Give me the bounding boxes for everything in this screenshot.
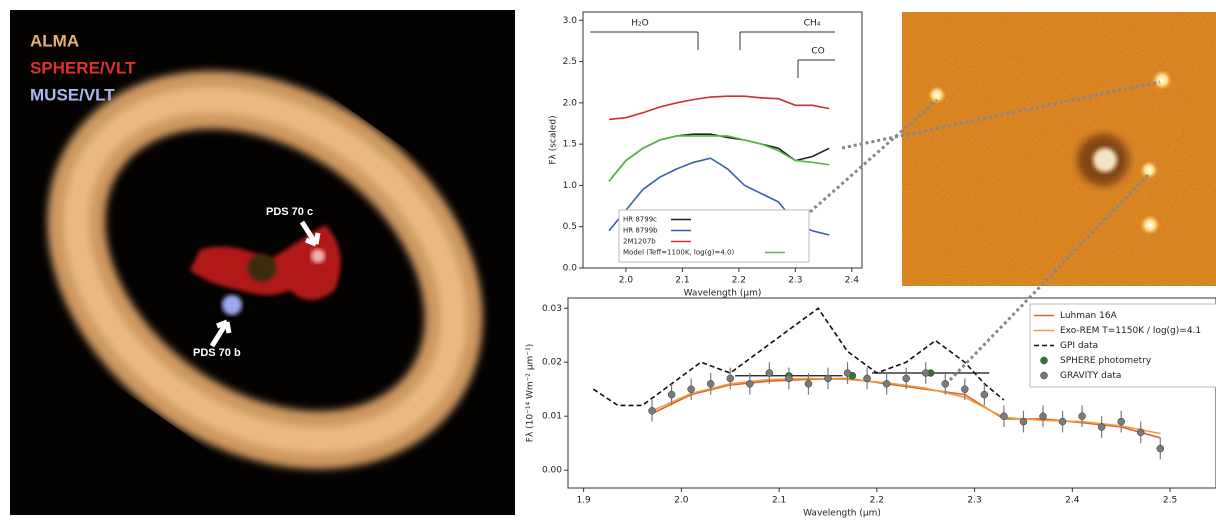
chart: 0.0 0.5 1.0 1.5 2.0 2.5 3.0 2.0 2.1 2.2 2.3 2.4 Wave… <box>549 11 863 299</box>
data-point <box>961 385 969 393</box>
data-point <box>882 380 891 388</box>
plot-area <box>567 297 1216 489</box>
x-axis-label: Wavelength (µm) <box>684 289 762 299</box>
instrument-label: SPHERE/VLT <box>30 58 136 77</box>
data-point <box>804 380 813 388</box>
x-tick-label: 2.3 <box>967 496 981 506</box>
data-point <box>1019 417 1028 426</box>
legend-label: SPHERE photometry <box>1060 356 1152 366</box>
y-tick-label: 0.0 <box>563 264 578 274</box>
y-tick-label: 1.5 <box>563 140 577 150</box>
data-point <box>1117 417 1125 426</box>
data-point <box>1136 428 1145 437</box>
y-tick-label: 2.5 <box>563 57 577 67</box>
data-point <box>687 385 695 393</box>
band-bracket <box>739 31 835 50</box>
data-point <box>824 374 832 383</box>
y-tick-label: 0.01 <box>542 412 562 422</box>
data-point <box>902 374 910 383</box>
y-tick-label: 0.02 <box>542 358 562 368</box>
legend-box <box>618 209 810 263</box>
x-axis-label: Wavelength (µm) <box>803 509 881 519</box>
planet-label: PDS 70 c <box>266 206 313 218</box>
legend-label: HR 8799b <box>623 227 658 235</box>
legend-swatch <box>1040 356 1048 365</box>
data-point <box>1000 412 1008 420</box>
legend-label: HR 8799c <box>623 216 657 224</box>
y-tick-label: 3.0 <box>563 16 578 26</box>
band-label: CH₄ <box>804 19 821 29</box>
legend-box <box>1029 303 1216 388</box>
x-tick-label: 2.4 <box>1065 496 1080 506</box>
legend-swatch <box>1040 371 1048 380</box>
y-tick-label: 0.03 <box>542 304 562 314</box>
data-point <box>843 369 852 377</box>
x-tick-label: 2.1 <box>772 496 786 506</box>
data-point <box>667 390 676 399</box>
direct-image <box>902 12 1216 286</box>
x-tick-label: 2.2 <box>732 276 746 286</box>
series-line <box>608 95 830 121</box>
band-label: CO <box>811 47 824 57</box>
data-point <box>726 374 734 383</box>
data-point <box>980 390 989 399</box>
data-point <box>1039 412 1047 420</box>
y-tick-label: 2.0 <box>563 98 578 108</box>
x-tick-label: 2.0 <box>674 496 689 506</box>
x-tick-label: 2.3 <box>788 276 802 286</box>
legend-label: GPI data <box>1060 341 1098 351</box>
series-line <box>608 135 830 182</box>
data-point <box>746 380 754 388</box>
y-tick-label: 0.5 <box>563 222 577 232</box>
band-label: H₂O <box>631 19 648 29</box>
x-tick-label: 2.4 <box>845 276 860 286</box>
data-point <box>785 374 793 383</box>
chart: 0.00 0.01 0.02 0.03 1.9 2.0 2.1 2.2 2.3 2.4 2.5 Wav… <box>526 297 1216 519</box>
band-bracket <box>797 59 835 78</box>
data-point <box>765 369 774 377</box>
data-point <box>1058 417 1067 426</box>
disk-image: ALMA SPHERE/VLT MUSE/VLT PDS 70 c PDS 70… <box>10 10 515 515</box>
x-tick-label: 2.0 <box>619 276 634 286</box>
data-point <box>1078 412 1086 420</box>
planet-label: PDS 70 b <box>193 347 241 359</box>
data-point <box>706 380 715 388</box>
data-point <box>863 374 871 383</box>
series-line <box>592 307 1005 407</box>
data-point <box>941 380 950 388</box>
data-point <box>1156 444 1165 453</box>
data-point <box>648 407 656 415</box>
band-bracket <box>590 31 699 50</box>
instrument-label: ALMA <box>30 31 79 50</box>
x-tick-label: 1.9 <box>576 496 591 506</box>
legend-label: Model (Teff=1100K, log(g)=4.0) <box>623 249 734 257</box>
connector-lines <box>809 80 1161 382</box>
legend-label: Exo-REM T=1150K / log(g)=4.1 <box>1060 326 1201 336</box>
legend-label: 2M1207b <box>623 238 656 246</box>
data-point <box>1097 423 1106 431</box>
legend-label: Luhman 16A <box>1060 311 1118 321</box>
y-tick-label: 1.0 <box>563 181 578 191</box>
x-tick-label: 2.2 <box>870 496 884 506</box>
y-tick-label: 0.00 <box>542 466 562 476</box>
data-point <box>921 369 930 377</box>
y-axis-label: Fλ (scaled) <box>549 115 559 164</box>
legend-label: GRAVITY data <box>1060 371 1121 381</box>
instrument-label: MUSE/VLT <box>30 85 115 104</box>
x-tick-label: 2.1 <box>675 276 689 286</box>
x-tick-label: 2.5 <box>1163 496 1177 506</box>
y-axis-label: Fλ (10⁻¹⁴ Wm⁻² µm⁻¹) <box>526 344 536 442</box>
